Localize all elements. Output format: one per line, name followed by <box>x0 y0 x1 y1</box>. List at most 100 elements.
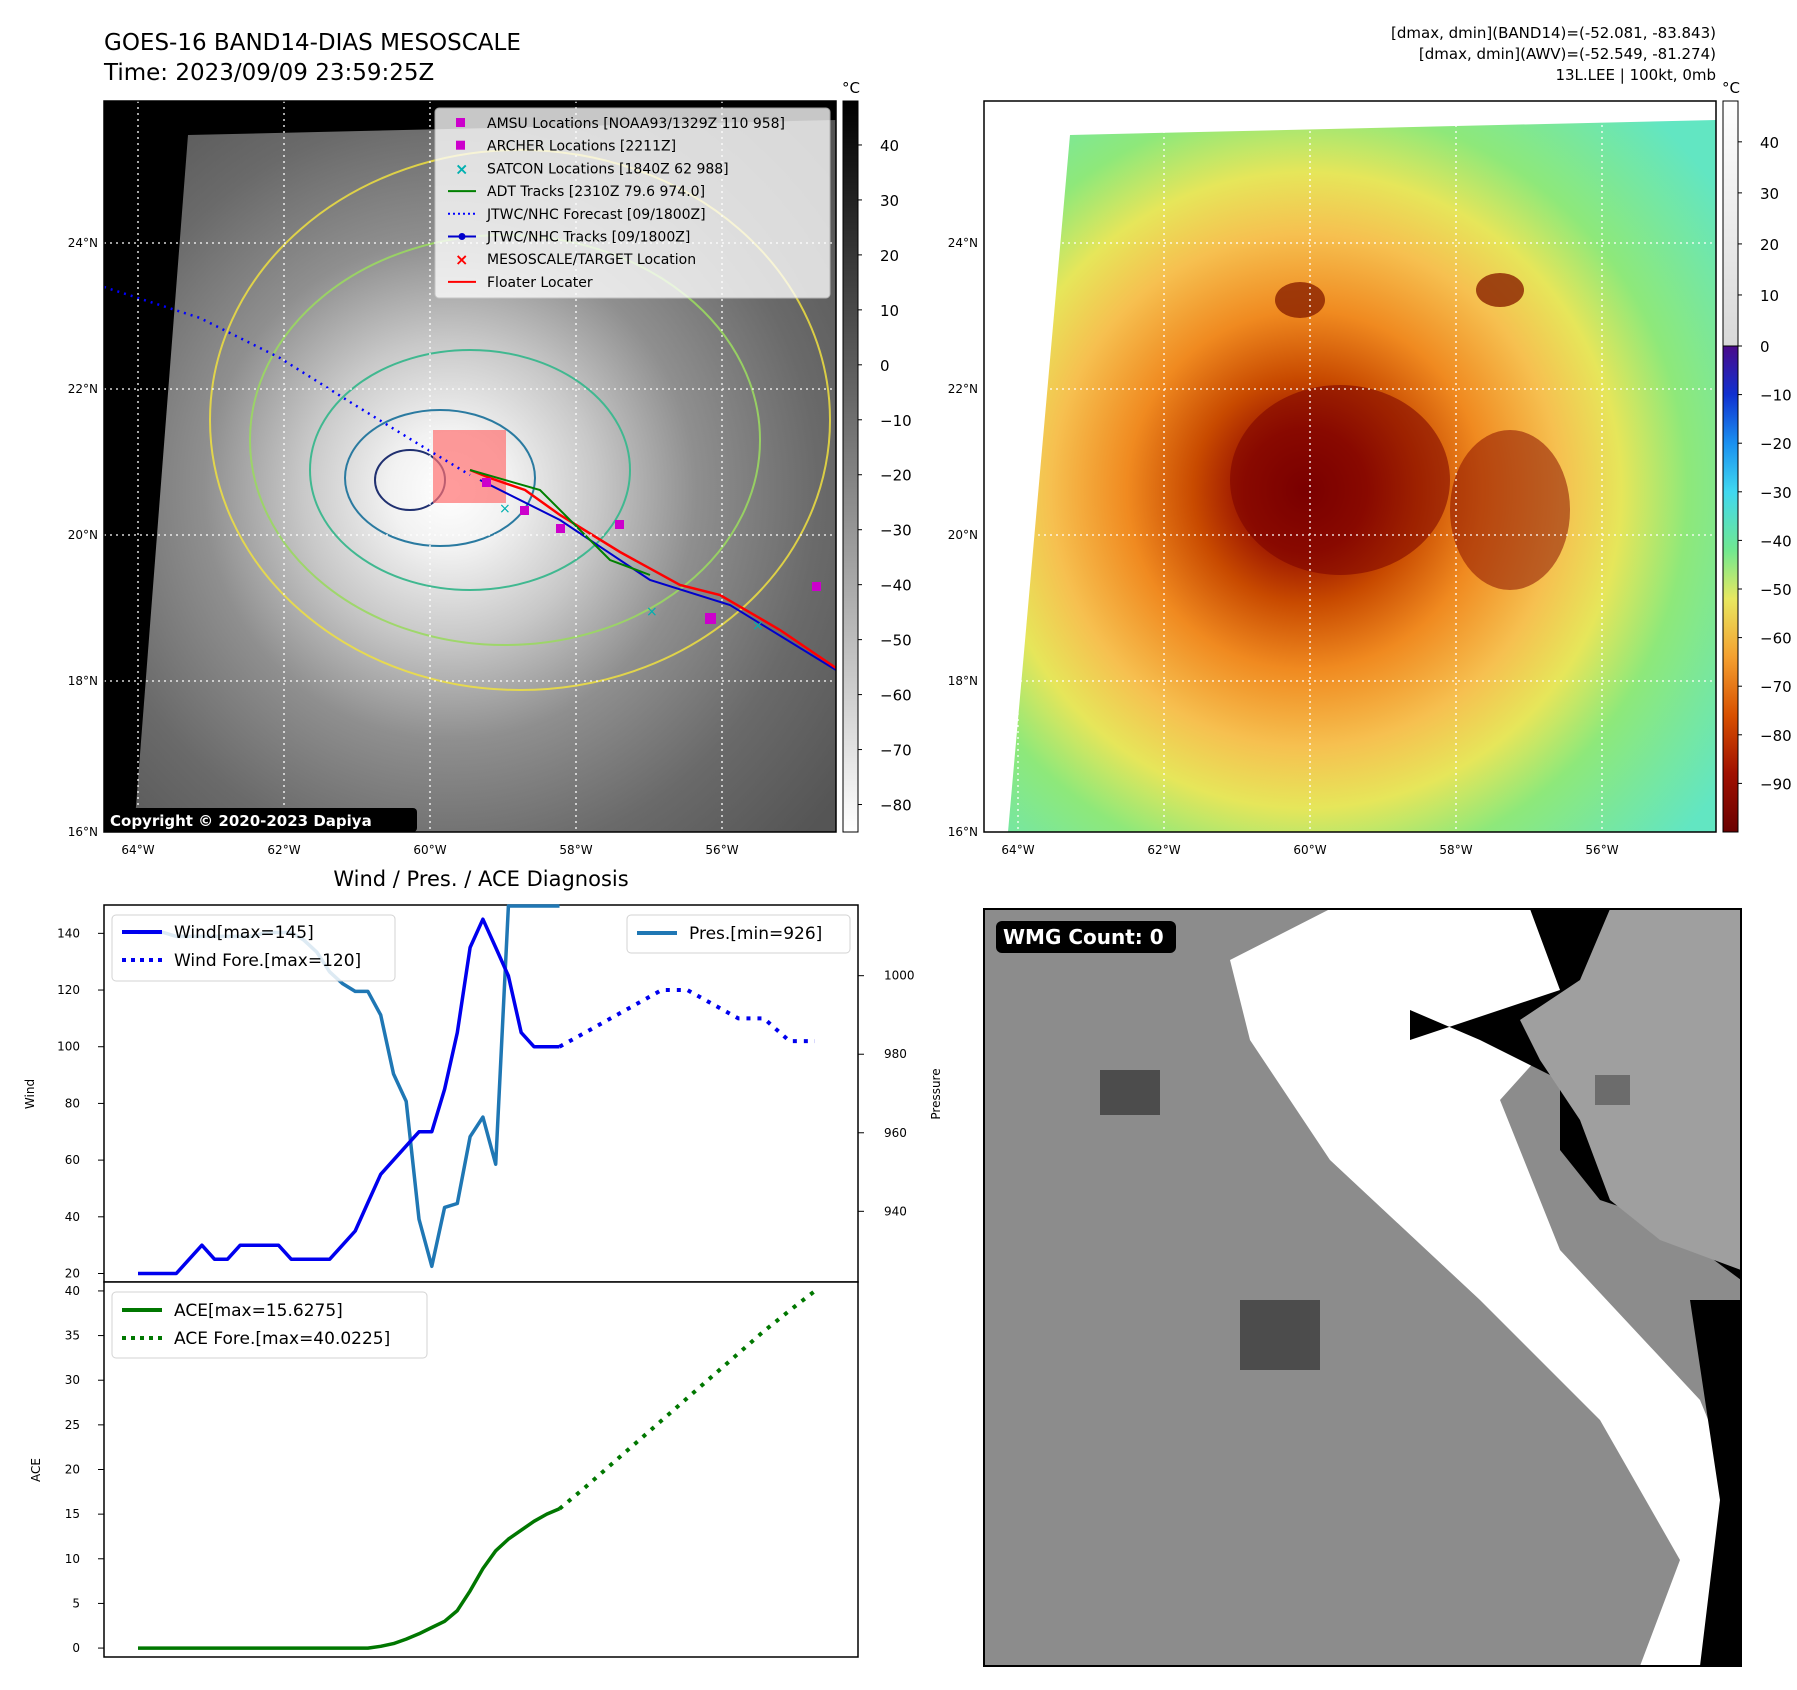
wind-tick-label-2: 60 <box>65 1153 80 1167</box>
awv-colorbar-tick-label-1: 30 <box>1760 185 1779 203</box>
map-legend-marker-6: × <box>455 250 468 269</box>
pressure-tick-label-0: 940 <box>884 1204 907 1218</box>
ace-tick-label-0: 0 <box>72 1641 80 1655</box>
ace-tick-label-8: 40 <box>65 1284 80 1298</box>
satcon-marker-2: × <box>646 604 658 620</box>
wind-ylabel: Wind <box>23 1079 37 1109</box>
map-legend-label-0: AMSU Locations [NOAA93/1329Z 110 958] <box>487 116 785 132</box>
ace-line <box>138 1507 561 1650</box>
amsu-marker-2 <box>556 524 565 533</box>
awv-lat-label-2: 20°N <box>948 528 978 542</box>
awv-lat-labels: 24°N 22°N 20°N 18°N 16°N <box>948 236 978 839</box>
awv-colorbar-tick-label-13: −90 <box>1760 775 1792 793</box>
figure-title: GOES-16 BAND14-DIAS MESOSCALE <box>104 30 521 56</box>
ir-lat-label-2: 20°N <box>68 528 98 542</box>
band14-range: [dmax, dmin](BAND14)=(-52.081, -83.843) <box>1391 24 1716 42</box>
ir-colorbar-tick-label-8: −40 <box>880 577 912 595</box>
awv-colorbar-tick-label-0: 40 <box>1760 134 1779 152</box>
amsu-marker-4 <box>705 613 716 624</box>
awv-lon-label-1: 62°W <box>1147 843 1180 857</box>
wind-tick-label-1: 40 <box>65 1210 80 1224</box>
ir-colorbar-tick-label-11: −70 <box>880 742 912 760</box>
wind-pressure-plot: 20 40 60 80 100 120 140 940 960 980 1000 Wind Pre… <box>23 904 943 1283</box>
copyright-text: Copyright © 2020-2023 Dapiya <box>110 812 372 830</box>
ace-tick-label-2: 10 <box>65 1552 80 1566</box>
floater-locater-track <box>469 468 836 670</box>
awv-core <box>1230 385 1450 575</box>
awv-gridlines <box>984 101 1716 832</box>
jtwc-forecast-track <box>104 285 471 477</box>
pressure-tick-label-3: 1000 <box>884 969 915 983</box>
awv-lon-labels: 64°W 62°W 60°W 58°W 56°W <box>1001 843 1618 857</box>
storm-info: 13L.LEE | 100kt, 0mb <box>1555 66 1716 84</box>
map-legend-label-2: SATCON Locations [1840Z 62 988] <box>487 161 729 177</box>
awv-colorbar-tick-label-4: 0 <box>1760 338 1770 356</box>
ir-lon-label-3: 58°W <box>559 843 592 857</box>
ir-map-panel: × × × AMSU Locations [NOAA93/1329Z 110 9… <box>103 100 837 833</box>
ace-legend-box <box>111 1291 428 1359</box>
awv-lat-label-1: 22°N <box>948 382 978 396</box>
ir-colorbar-tick-label-6: −20 <box>880 467 912 485</box>
awv-colorbar-tick-label-10: −60 <box>1760 630 1792 648</box>
wind-legend: Wind[max=145] Wind Fore.[max=120] <box>111 914 396 982</box>
ir-lat-label-1: 22°N <box>68 382 98 396</box>
wind-tick-label-3: 80 <box>65 1096 80 1110</box>
pressure-legend-label: Pres.[min=926] <box>689 924 822 944</box>
map-legend: AMSU Locations [NOAA93/1329Z 110 958] ARC… <box>434 107 831 299</box>
figure-time: Time: 2023/09/09 23:59:25Z <box>103 60 434 86</box>
contour-blue <box>344 409 536 547</box>
awv-colorbar-tick-label-6: −20 <box>1760 435 1792 453</box>
wind-legend-box <box>111 914 396 982</box>
archer-marker <box>482 478 491 487</box>
ace-tick-label-1: 5 <box>72 1596 80 1610</box>
amsu-marker-5 <box>812 582 821 591</box>
ir-lon-label-4: 56°W <box>705 843 738 857</box>
ir-colorbar-tick-label-10: −60 <box>880 687 912 705</box>
ace-tick-label-4: 20 <box>65 1463 80 1477</box>
ace-plot: 0 5 10 15 20 25 30 35 40 ACE ACE[max=15.6275] AC… <box>29 1281 859 1658</box>
ir-colorbar-tick-label-5: −10 <box>880 412 912 430</box>
ir-map-frame <box>103 100 837 833</box>
pressure-ylabel: Pressure <box>929 1068 943 1119</box>
ir-lat-label-0: 24°N <box>68 236 98 250</box>
ace-forecast-line <box>558 1289 817 1511</box>
awv-colorbar-tick-label-3: 10 <box>1760 287 1779 305</box>
awv-colorbar-tick-label-8: −40 <box>1760 532 1792 550</box>
awv-band <box>1450 430 1570 590</box>
wind-tick-label-0: 20 <box>65 1266 80 1280</box>
wind-tick-label-4: 100 <box>57 1040 80 1054</box>
diagnosis-title: Wind / Pres. / ACE Diagnosis <box>333 867 628 891</box>
awv-colorbar-unit: °C <box>1722 79 1740 97</box>
ir-lat-labels: 24°N 22°N 20°N 18°N 16°N <box>68 236 98 839</box>
ir-colorbar-unit: °C <box>842 79 860 97</box>
ace-fore-legend-label: ACE Fore.[max=40.0225] <box>174 1329 390 1349</box>
wind-tick-label-5: 120 <box>57 983 80 997</box>
map-legend-label-7: Floater Locater <box>487 275 593 291</box>
wmg-frame <box>983 908 1742 1667</box>
mesoscale-target-box <box>433 430 506 503</box>
adt-track <box>469 469 651 576</box>
wmg-count-label: WMG Count: 0 <box>1003 925 1164 949</box>
awv-colorbar-tick-label-11: −70 <box>1760 678 1792 696</box>
map-legend-label-4: JTWC/NHC Forecast [09/1800Z] <box>486 207 706 223</box>
map-legend-label-3: ADT Tracks [2310Z 79.6 974.0] <box>487 184 705 200</box>
ace-tick-label-7: 35 <box>65 1329 80 1343</box>
map-legend-marker-2: × <box>455 159 468 178</box>
satcon-marker-3: × <box>752 618 764 634</box>
ir-lon-label-2: 60°W <box>413 843 446 857</box>
map-legend-label-6: MESOSCALE/TARGET Location <box>487 252 696 268</box>
ir-colorbar-bar <box>842 100 859 833</box>
ir-colorbar-tick-label-12: −80 <box>880 797 912 815</box>
ace-legend: ACE[max=15.6275] ACE Fore.[max=40.0225] <box>111 1291 428 1359</box>
map-legend-dot-5 <box>458 233 466 240</box>
awv-colorbar-tick-label-5: −10 <box>1760 387 1792 405</box>
map-legend-label-5: JTWC/NHC Tracks [09/1800Z] <box>486 230 690 246</box>
ir-lat-label-4: 16°N <box>68 825 98 839</box>
map-legend-box <box>434 107 831 299</box>
awv-colorbar: °C 40 30 20 10 0 −10 −20 −30 −40 −50 −60 −70 −80 −90 <box>1722 79 1792 833</box>
ace-legend-label: ACE[max=15.6275] <box>174 1301 343 1321</box>
ace-tick-label-5: 25 <box>65 1418 80 1432</box>
wmg-dark-cell <box>1100 1070 1160 1115</box>
wmg-count-badge <box>996 921 1176 953</box>
